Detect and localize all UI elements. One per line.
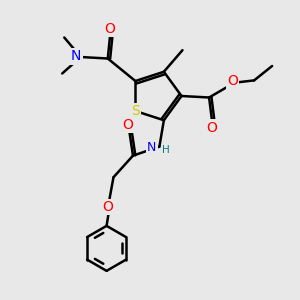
- Text: O: O: [227, 74, 238, 88]
- Text: N: N: [71, 50, 82, 63]
- Text: S: S: [131, 104, 140, 118]
- Text: O: O: [207, 121, 218, 134]
- Text: O: O: [122, 118, 133, 132]
- Text: O: O: [102, 200, 113, 214]
- Text: O: O: [105, 22, 116, 36]
- Text: H: H: [162, 145, 170, 155]
- Text: N: N: [147, 141, 157, 154]
